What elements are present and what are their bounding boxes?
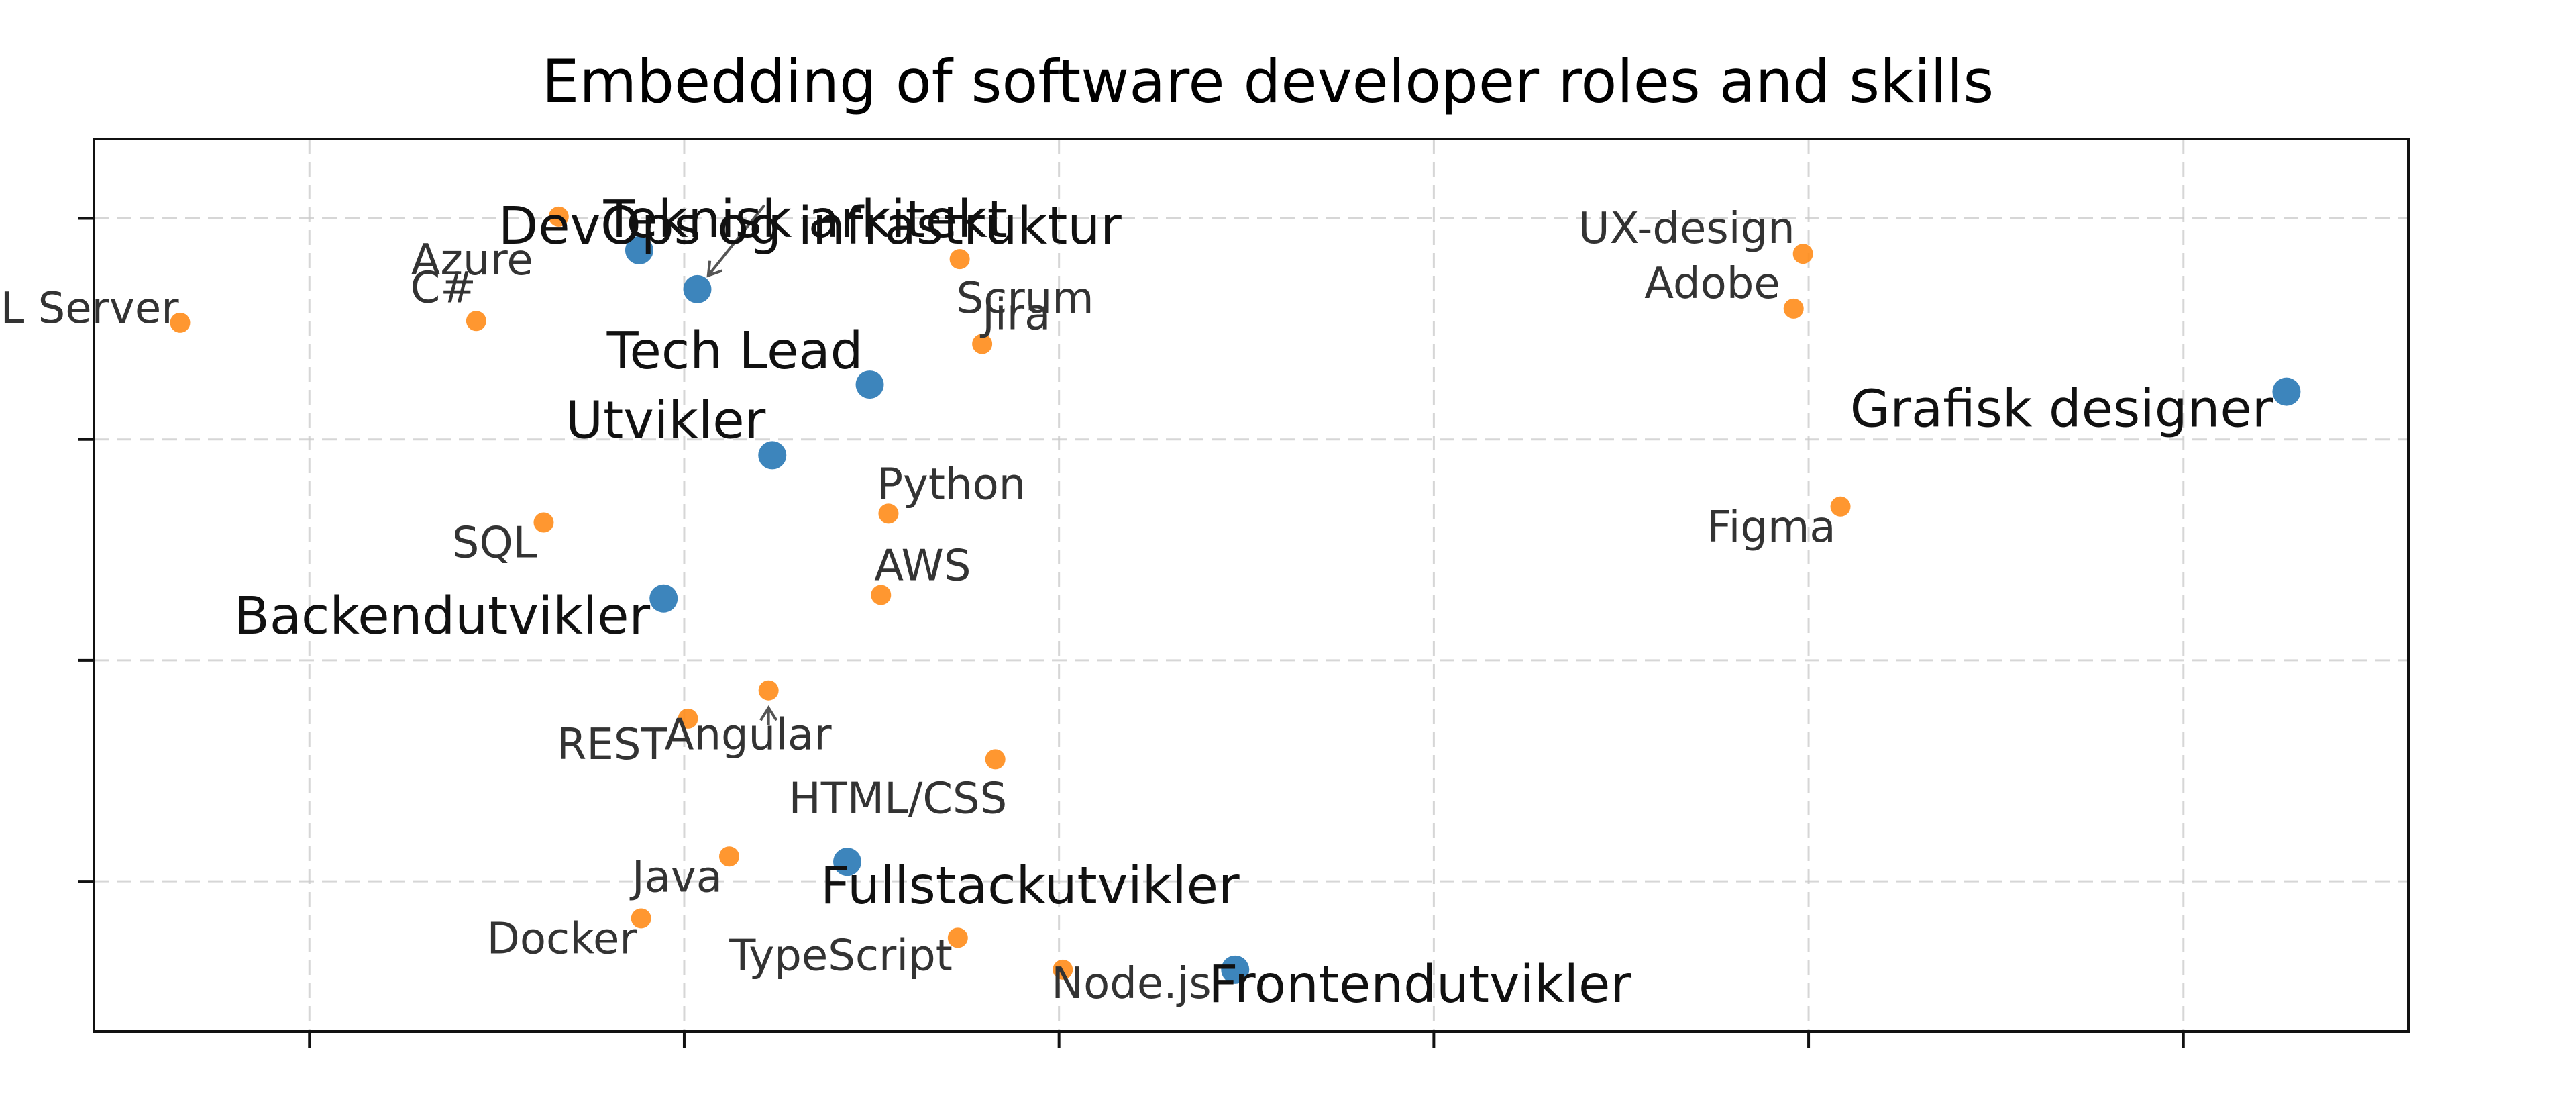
skill-point-docker <box>631 908 651 929</box>
skill-point-figma <box>1830 496 1851 517</box>
skill-label-node-js: Node.js <box>1051 959 1212 1009</box>
skill-label-html-css: HTML/CSS <box>789 774 1008 823</box>
role-label-grafisk-designer: Grafisk designer <box>1850 380 2273 440</box>
role-point-backendutvikler <box>649 584 678 613</box>
skill-label-scrum: Scrum <box>957 274 1094 323</box>
skill-label-sql: SQL <box>452 519 537 568</box>
skill-label-ux-design: UX-design <box>1578 204 1795 254</box>
skill-label-typescript: TypeScript <box>729 931 953 981</box>
role-label-devops-og-infrastruktur: DevOps og infrastruktur <box>498 197 1122 256</box>
skill-point-c <box>466 311 486 332</box>
role-label-frontendutvikler: Frontendutvikler <box>1208 955 1631 1015</box>
skill-point-adobe <box>1783 298 1804 319</box>
chart-title: Embedding of software developer roles an… <box>542 47 1994 116</box>
skill-point-html-css <box>985 749 1006 770</box>
skill-point-azure <box>548 206 569 227</box>
annotation-arrows <box>706 204 778 725</box>
skill-label-adobe: Adobe <box>1644 259 1780 309</box>
skill-point-java <box>719 846 740 867</box>
skill-label-figma: Figma <box>1707 503 1835 552</box>
skill-label-docker: Docker <box>487 914 638 964</box>
skill-point-jira <box>972 334 993 354</box>
skill-point-rest <box>678 708 698 729</box>
skill-point-python <box>878 503 899 524</box>
role-point-utvikler <box>758 441 787 470</box>
skill-label-azure: Azure <box>411 236 533 285</box>
skill-point-aws <box>871 585 892 605</box>
arrow-teknisk-arkitekt <box>707 204 766 277</box>
role-label-fullstackutvikler: Fullstackutvikler <box>820 856 1240 916</box>
role-point-grafisk-designer <box>2272 377 2301 406</box>
skill-label-rest: REST <box>557 720 668 770</box>
role-label-teknisk-arkitekt: Teknisk arkitekt <box>603 190 1008 250</box>
skill-point-node-js <box>1053 959 1073 980</box>
plot-frame <box>93 138 2410 1033</box>
role-label-utvikler: Utvikler <box>566 391 766 450</box>
skill-label-c: C# <box>411 263 476 313</box>
skill-point-typescript <box>947 927 968 948</box>
skill-label-sql-server: SQL Server <box>0 284 179 334</box>
skill-label-python: Python <box>877 460 1026 509</box>
arrowhead-angular <box>759 705 778 721</box>
skill-point-sql <box>533 512 554 533</box>
role-label-tech-lead: Tech Lead <box>606 321 863 381</box>
skill-label-jira: Jira <box>979 291 1051 340</box>
skill-label-aws: AWS <box>874 541 971 591</box>
role-point-devops-og-infrastruktur <box>625 236 653 264</box>
arrowhead-teknisk-arkitekt <box>706 260 723 278</box>
data-points <box>170 206 2301 984</box>
role-point-fullstackutvikler <box>833 848 861 876</box>
role-point-tech-lead <box>855 370 884 399</box>
axis-ticks <box>78 217 2185 1048</box>
role-label-backendutvikler: Backendutvikler <box>234 587 651 646</box>
skill-point-angular <box>758 680 779 701</box>
skill-label-angular: Angular <box>665 711 833 760</box>
skill-point-sql-server <box>170 312 191 333</box>
role-point-frontendutvikler <box>1221 955 1250 984</box>
role-point-teknisk-arkitekt <box>683 274 712 303</box>
skill-point-ux-design <box>1792 244 1813 264</box>
skill-label-java: Java <box>629 852 722 902</box>
skill-point-scrum <box>949 249 970 270</box>
